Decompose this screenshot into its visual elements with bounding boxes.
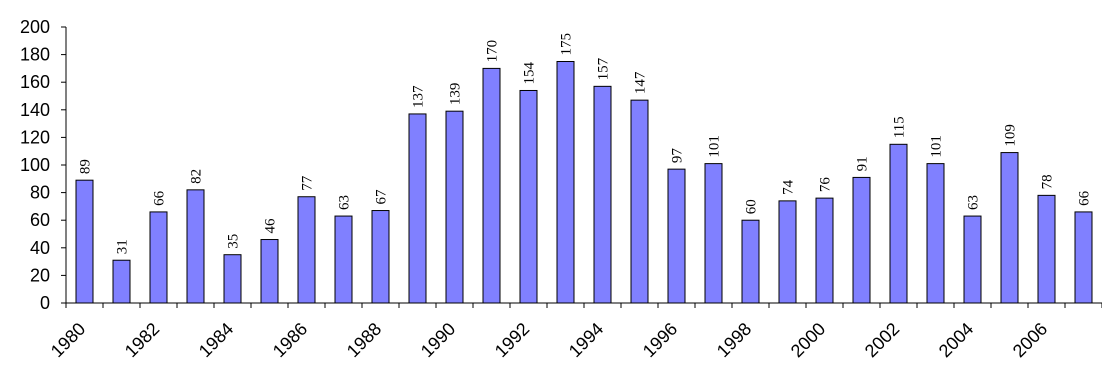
bar [704, 163, 723, 304]
data-label: 101 [707, 135, 723, 158]
x-tick-label: 2000 [787, 319, 829, 361]
x-tick-label: 2002 [861, 319, 903, 361]
data-label: 46 [263, 218, 279, 234]
data-label: 78 [1040, 174, 1056, 189]
bar [1074, 211, 1093, 304]
x-tick-label: 1996 [639, 319, 681, 361]
y-tick-label: 0 [40, 293, 50, 313]
bar [1037, 194, 1056, 304]
data-label: 63 [966, 195, 982, 210]
x-tick-label: 2004 [935, 319, 977, 361]
data-label: 115 [892, 116, 908, 138]
bar [260, 239, 279, 304]
data-label: 157 [596, 57, 612, 80]
bar [186, 189, 205, 304]
y-tick-label: 60 [30, 210, 50, 230]
bar [778, 200, 797, 304]
x-tick-label: 1984 [195, 319, 237, 361]
data-label: 67 [374, 189, 390, 205]
bar [297, 196, 316, 304]
data-label: 154 [522, 61, 538, 84]
data-label: 170 [485, 40, 501, 63]
data-label: 97 [670, 148, 686, 164]
y-tick-label: 80 [30, 183, 50, 203]
bar [667, 168, 686, 304]
data-label: 175 [559, 33, 575, 56]
bar [741, 219, 760, 304]
data-label: 31 [115, 239, 131, 254]
data-labels: 89 31 66 82 35 46 77 63 67 137 139 170 154 175 157 147 9… [78, 33, 1093, 254]
bar [223, 254, 242, 304]
bar [519, 89, 538, 304]
x-tick-label: 1980 [47, 319, 89, 361]
x-tick-label: 1986 [269, 319, 311, 361]
x-tick-label: 1998 [713, 319, 755, 361]
bars [75, 61, 1093, 304]
bar [1000, 152, 1019, 304]
x-tick-label: 1994 [565, 319, 607, 361]
y-tick-label: 140 [20, 100, 50, 120]
bar [149, 211, 168, 304]
bar [482, 67, 501, 304]
bar [630, 99, 649, 304]
x-tick-label: 1990 [417, 319, 459, 361]
bar [815, 197, 834, 304]
data-label: 82 [189, 169, 205, 184]
y-tick-label: 200 [20, 17, 50, 37]
data-label: 147 [633, 71, 649, 94]
y-tick-label: 100 [20, 155, 50, 175]
bar [371, 210, 390, 304]
x-tick-label: 1982 [121, 319, 163, 361]
y-tick-label: 120 [20, 127, 50, 147]
bar [926, 163, 945, 304]
data-label: 66 [1077, 190, 1093, 206]
data-label: 109 [1003, 124, 1019, 147]
x-tick-label: 1992 [491, 319, 533, 361]
bar [408, 113, 427, 304]
data-label: 77 [300, 175, 316, 191]
y-tick-label: 180 [20, 45, 50, 65]
bar [963, 215, 982, 304]
bar [889, 143, 908, 304]
data-label: 60 [744, 199, 760, 214]
data-label: 76 [818, 177, 834, 193]
bar [75, 179, 94, 304]
y-axis: 0 20 40 60 80 100 120 140 160 180 200 [20, 17, 67, 313]
data-label: 66 [152, 190, 168, 206]
x-axis: 1980 1982 1984 1986 1988 1990 1992 1994 1996 1998… [47, 302, 1102, 361]
bar [556, 61, 575, 304]
data-label: 101 [929, 135, 945, 158]
bar [112, 259, 131, 304]
data-label: 139 [448, 83, 464, 106]
data-label: 74 [781, 179, 797, 195]
data-label: 91 [855, 156, 871, 171]
y-tick-label: 40 [30, 238, 50, 258]
data-label: 89 [78, 159, 94, 174]
data-label: 35 [226, 234, 242, 249]
y-tick-label: 20 [30, 265, 50, 285]
bar [445, 110, 464, 304]
data-label: 137 [411, 85, 427, 108]
bar [593, 85, 612, 304]
bar [334, 215, 353, 304]
x-tick-label: 1988 [343, 319, 385, 361]
x-tick-label: 2006 [1009, 319, 1051, 361]
bar [852, 176, 871, 304]
y-tick-label: 160 [20, 72, 50, 92]
data-label: 63 [337, 195, 353, 210]
